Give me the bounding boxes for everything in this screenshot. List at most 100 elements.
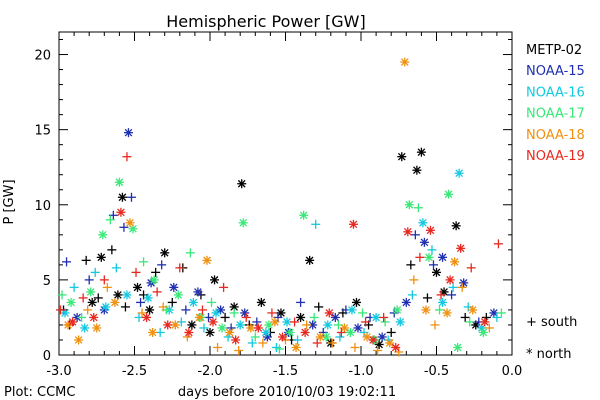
data-point-plus [158,302,168,312]
data-point-asterisk [391,342,401,352]
data-point-asterisk [305,255,315,265]
data-point-asterisk [400,57,410,67]
data-point-plus [105,215,115,225]
data-point-plus [93,293,103,303]
data-point-plus [102,282,112,292]
data-point-asterisk [169,282,179,292]
data-point-asterisk [478,327,488,337]
data-point-asterisk [246,323,256,333]
data-point-asterisk [216,305,226,315]
data-point-asterisk [416,147,426,157]
data-point-plus [410,230,420,240]
data-point-plus [57,290,67,300]
data-point-plus [463,302,473,312]
data-point-asterisk [450,257,460,267]
data-point-asterisk [403,227,413,237]
data-point-plus [407,290,417,300]
data-point-asterisk [116,207,126,217]
data-point-plus [250,332,260,342]
data-point-asterisk [385,338,395,348]
data-point-plus [81,255,91,265]
x-tick-label: 0.0 [502,364,523,379]
data-point-plus [199,323,209,333]
data-point-plus [496,308,506,318]
series-metp-02 [59,147,491,349]
data-point-asterisk [368,335,378,345]
data-point-plus [318,327,328,337]
data-point-asterisk [339,323,349,333]
series-noaa-15 [62,128,499,342]
data-point-asterisk [194,312,204,322]
data-point-plus [336,327,346,337]
data-point-plus [185,248,195,258]
data-point-plus [152,287,162,297]
data-point-plus [380,317,390,327]
data-point-plus [131,267,141,277]
legend-item-noaa-17: NOAA-17 [526,107,585,122]
data-point-asterisk [362,332,372,342]
data-point-plus [69,282,79,292]
data-point-plus [309,312,319,322]
data-point-plus [296,297,306,307]
data-point-asterisk [432,267,441,277]
data-point-plus [111,263,121,273]
data-point-plus [134,312,144,322]
data-point-asterisk [238,218,248,228]
data-point-asterisk [98,230,108,240]
data-point-asterisk [117,192,127,202]
data-point-asterisk [459,278,469,288]
data-point-plus [436,290,446,300]
data-point-plus [460,312,470,322]
data-point-plus [312,338,322,348]
data-point-asterisk [353,323,363,333]
data-point-asterisk [377,332,387,342]
y-axis: 0 5 10 15 20 [34,39,512,364]
data-point-asterisk [453,342,463,352]
data-point-plus [203,312,213,322]
data-point-asterisk [217,323,227,333]
x-tick-label: -1.5 [273,364,298,379]
data-point-asterisk [315,332,325,342]
data-point-asterisk [276,308,286,318]
data-point-asterisk [237,179,247,189]
data-point-plus [137,308,147,318]
legend-item-noaa-15: NOAA-15 [526,64,585,79]
data-point-plus [422,293,432,303]
y-tick-label: 5 [43,274,51,289]
data-point-asterisk [451,221,461,231]
data-point-asterisk [92,323,102,333]
data-point-asterisk [96,252,106,262]
x-axis-label: days before 2010/10/03 19:02:11 [178,385,396,400]
data-point-plus [229,308,239,318]
data-point-plus [247,338,257,348]
data-point-asterisk [187,320,197,330]
x-tick-label: -2.5 [122,364,147,379]
data-point-asterisk [270,317,280,327]
data-point-plus [155,327,165,337]
data-point-plus [213,342,223,352]
data-point-plus [465,317,475,327]
legend-item-metp-02: METP-02 [526,43,582,58]
data-point-asterisk [395,317,405,327]
data-point-plus [258,338,268,348]
data-point-asterisk [323,320,333,330]
data-point-asterisk [210,275,220,285]
data-point-plus [359,327,369,337]
data-point-asterisk [330,312,340,322]
data-point-plus [56,305,66,315]
data-point-asterisk [424,252,434,262]
data-point-asterisk [86,287,96,297]
data-point-asterisk [351,297,361,307]
data-point-plus [302,320,312,330]
data-point-asterisk [114,177,124,187]
data-point-asterisk [425,225,435,235]
data-point-plus [126,192,136,202]
data-point-plus [219,282,229,292]
data-point-plus [234,345,244,355]
data-point-plus [167,297,177,307]
data-point-asterisk [89,312,99,322]
data-point-asterisk [392,305,402,315]
y-axis-label: P [GW] [2,179,17,224]
data-point-plus [314,302,324,312]
data-point-plus [290,317,300,327]
